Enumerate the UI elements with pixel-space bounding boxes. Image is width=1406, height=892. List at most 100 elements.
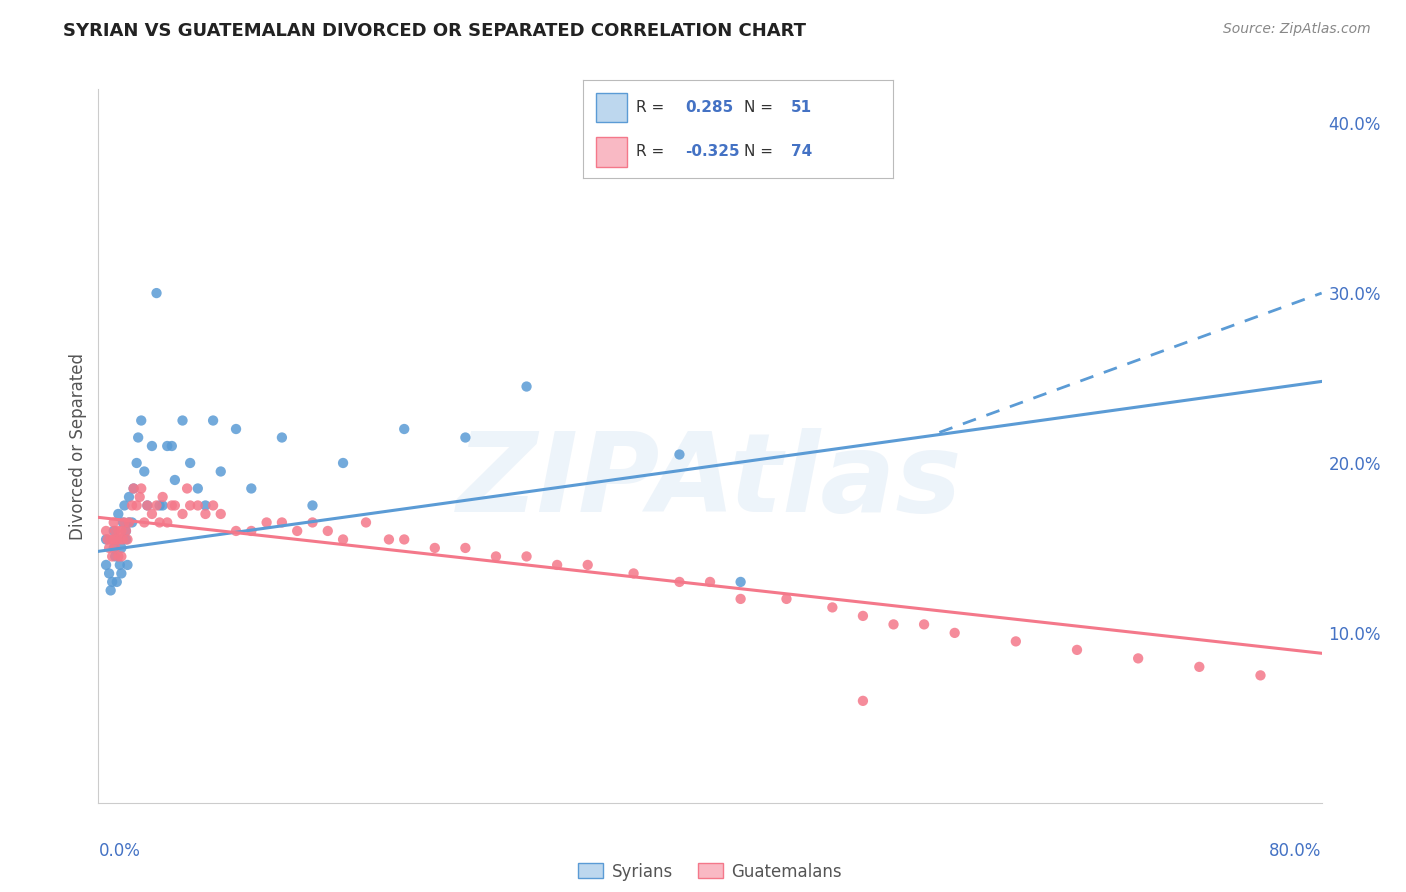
Point	[1188, 660, 1211, 674]
Text: 80.0%: 80.0%	[1270, 842, 1322, 860]
Point	[105, 574, 128, 589]
Point	[240, 482, 263, 496]
Point	[100, 583, 122, 598]
Point	[134, 516, 156, 530]
Point	[668, 574, 690, 589]
Point	[301, 499, 323, 513]
Point	[108, 533, 131, 547]
Point	[163, 473, 186, 487]
Text: N =: N =	[744, 100, 778, 115]
Point	[121, 499, 143, 513]
Point	[256, 516, 278, 530]
Point	[122, 482, 145, 496]
Point	[301, 516, 323, 530]
Point	[107, 507, 129, 521]
Point	[122, 482, 145, 496]
Point	[105, 533, 128, 547]
Point	[125, 456, 148, 470]
Point	[668, 448, 690, 462]
Point	[160, 439, 183, 453]
Point	[115, 533, 138, 547]
Point	[98, 566, 121, 581]
Point	[187, 482, 209, 496]
Point	[332, 533, 354, 547]
Point	[103, 533, 125, 547]
Text: SYRIAN VS GUATEMALAN DIVORCED OR SEPARATED CORRELATION CHART: SYRIAN VS GUATEMALAN DIVORCED OR SEPARAT…	[63, 22, 806, 40]
Point	[270, 516, 292, 530]
Point	[136, 499, 159, 513]
Point	[94, 524, 117, 538]
Point	[125, 499, 148, 513]
Point	[104, 524, 127, 538]
Point	[118, 516, 141, 530]
Point	[101, 574, 124, 589]
Text: R =: R =	[636, 100, 669, 115]
Point	[103, 524, 125, 538]
Point	[516, 549, 538, 564]
Point	[485, 549, 508, 564]
Point	[392, 422, 416, 436]
Text: Source: ZipAtlas.com: Source: ZipAtlas.com	[1223, 22, 1371, 37]
Point	[121, 516, 143, 530]
Text: ZIPAtlas: ZIPAtlas	[457, 428, 963, 535]
Legend: Syrians, Guatemalans: Syrians, Guatemalans	[572, 856, 848, 888]
Point	[172, 507, 194, 521]
Y-axis label: Divorced or Separated: Divorced or Separated	[69, 352, 87, 540]
Point	[179, 499, 201, 513]
Point	[145, 499, 167, 513]
Point	[156, 516, 179, 530]
Point	[240, 524, 263, 538]
Point	[730, 574, 752, 589]
Point	[128, 490, 150, 504]
Point	[141, 439, 163, 453]
Point	[101, 549, 124, 564]
Point	[194, 499, 217, 513]
Point	[172, 413, 194, 427]
Point	[115, 524, 138, 538]
Point	[392, 533, 416, 547]
Point	[454, 541, 477, 555]
Point	[97, 533, 120, 547]
Point	[1249, 668, 1271, 682]
Point	[145, 286, 167, 301]
Point	[209, 507, 232, 521]
Point	[141, 507, 163, 521]
Point	[576, 558, 599, 572]
Point	[516, 379, 538, 393]
Point	[285, 524, 308, 538]
Point	[115, 524, 138, 538]
Point	[775, 591, 797, 606]
Point	[209, 465, 232, 479]
Point	[100, 533, 122, 547]
Point	[163, 499, 186, 513]
Point	[378, 533, 401, 547]
Point	[943, 626, 966, 640]
Text: 0.0%: 0.0%	[98, 842, 141, 860]
Point	[112, 499, 135, 513]
Point	[176, 482, 198, 496]
Point	[225, 524, 247, 538]
Point	[118, 516, 141, 530]
Point	[110, 524, 132, 538]
Point	[110, 541, 132, 555]
Point	[179, 456, 201, 470]
Point	[883, 617, 905, 632]
Point	[623, 566, 645, 581]
Point	[104, 549, 127, 564]
Point	[129, 413, 152, 427]
Point	[821, 600, 844, 615]
Point	[107, 549, 129, 564]
Point	[134, 465, 156, 479]
Point	[127, 430, 149, 444]
Point	[94, 533, 117, 547]
Point	[852, 608, 875, 623]
Text: 0.285: 0.285	[686, 100, 734, 115]
Point	[149, 516, 172, 530]
Point	[156, 439, 179, 453]
Point	[104, 541, 127, 555]
Point	[423, 541, 446, 555]
Point	[160, 499, 183, 513]
Point	[129, 482, 152, 496]
Point	[103, 541, 125, 555]
FancyBboxPatch shape	[596, 137, 627, 167]
